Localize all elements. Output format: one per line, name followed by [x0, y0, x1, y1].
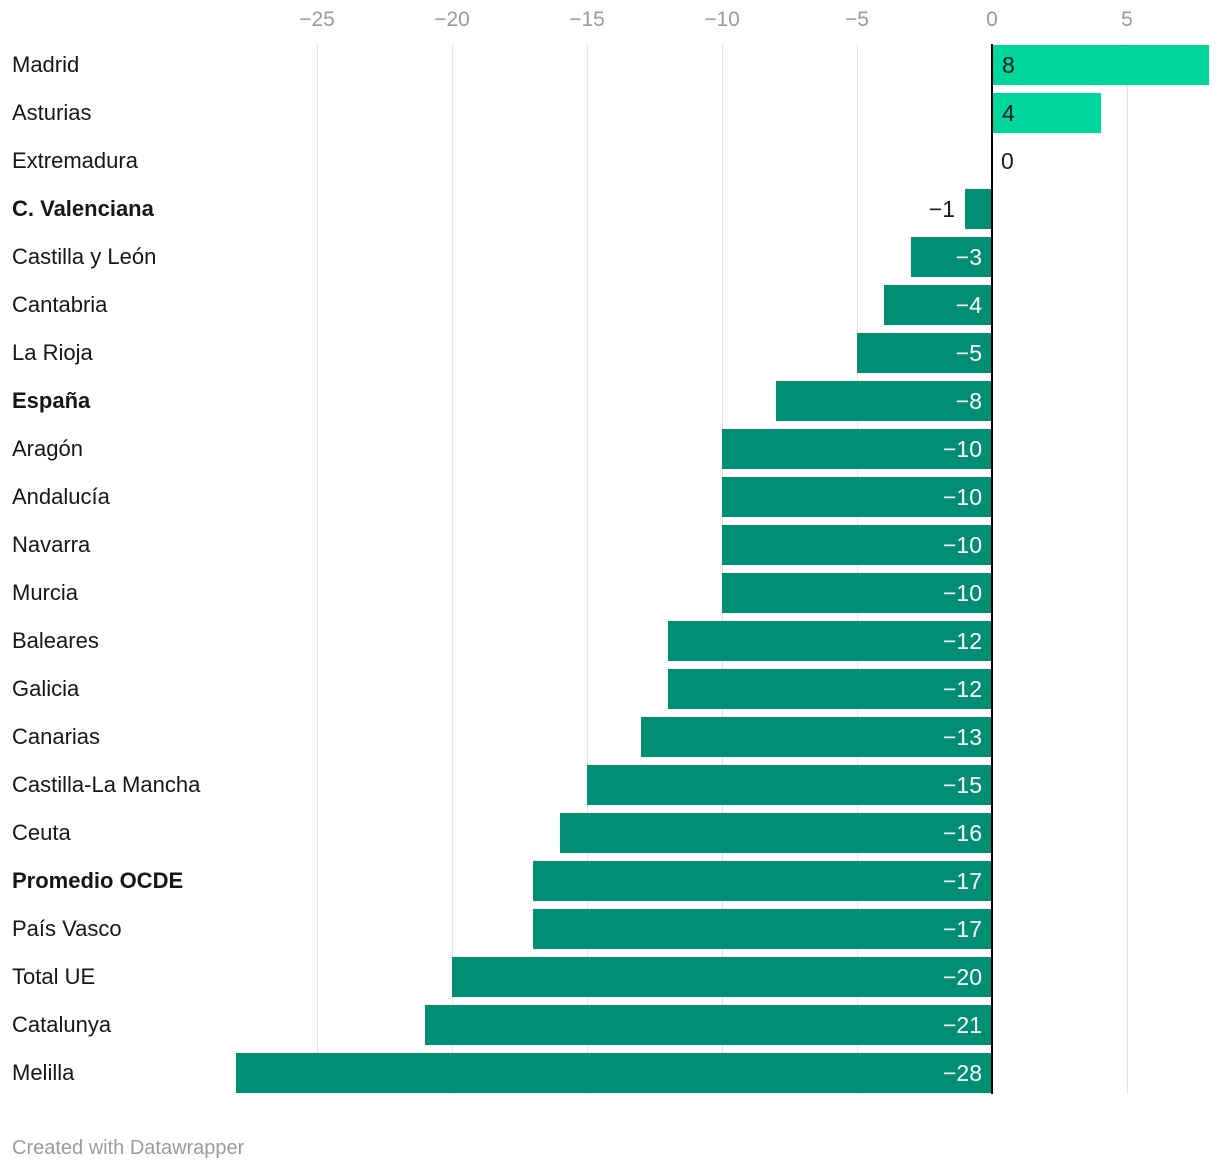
axis-tick-label: −25: [299, 8, 335, 31]
axis-tick-label: −5: [845, 8, 869, 31]
category-label: España: [12, 388, 91, 413]
category-label: Navarra: [12, 532, 91, 557]
category-label: Extremadura: [12, 148, 138, 173]
value-label: −21: [942, 1012, 982, 1038]
category-label: Murcia: [12, 580, 79, 605]
category-label: Galicia: [12, 676, 80, 701]
value-label: −12: [942, 628, 982, 654]
axis-tick-label: 5: [1121, 8, 1133, 31]
value-label: −17: [942, 916, 982, 942]
category-label: Asturias: [12, 100, 92, 125]
bar: [776, 381, 992, 421]
gridline: [587, 44, 588, 1094]
bar: [236, 1053, 992, 1093]
category-label: Andalucía: [12, 484, 110, 509]
bar: [587, 765, 992, 805]
zero-axis-line: [991, 44, 993, 1094]
gridline: [722, 44, 723, 1094]
category-label: Cantabria: [12, 292, 108, 317]
value-label: −4: [955, 292, 982, 318]
datawrapper-credit: Created with Datawrapper: [12, 1137, 245, 1159]
value-label: −17: [942, 868, 982, 894]
category-label: Madrid: [12, 52, 80, 77]
category-label: Total UE: [12, 964, 96, 989]
category-label: Catalunya: [12, 1012, 112, 1037]
category-label: Melilla: [12, 1060, 75, 1085]
value-label: −10: [942, 532, 982, 558]
category-label: Aragón: [12, 436, 83, 461]
category-label: País Vasco: [12, 916, 122, 941]
value-label: −10: [942, 484, 982, 510]
gridline: [452, 44, 453, 1094]
value-label: −12: [942, 676, 982, 702]
category-label: La Rioja: [12, 340, 93, 365]
value-label: −28: [942, 1060, 982, 1086]
value-label: −16: [942, 820, 982, 846]
value-label: −20: [942, 964, 982, 990]
value-label: −10: [942, 436, 982, 462]
bar: [911, 237, 992, 277]
value-label: −13: [942, 724, 982, 750]
axis-tick-label: −10: [704, 8, 740, 31]
bar: [884, 285, 992, 325]
category-label: C. Valenciana: [12, 196, 154, 221]
bar: [425, 1005, 992, 1045]
bar: [965, 189, 992, 229]
bar: [722, 573, 992, 613]
category-label: Promedio OCDE: [12, 868, 184, 893]
bar: [993, 93, 1101, 133]
bar: [533, 909, 992, 949]
bar: [668, 669, 992, 709]
bar: [560, 813, 992, 853]
bar: [722, 477, 992, 517]
bar: [452, 957, 992, 997]
bar: [857, 333, 992, 373]
category-label: Ceuta: [12, 820, 71, 845]
category-label: Castilla-La Mancha: [12, 772, 201, 797]
gridline: [1127, 44, 1128, 1094]
value-label: −8: [955, 388, 982, 414]
bar: [641, 717, 992, 757]
value-label: 4: [1002, 100, 1015, 126]
category-label: Castilla y León: [12, 244, 157, 269]
value-label: −5: [955, 340, 982, 366]
category-label: Canarias: [12, 724, 101, 749]
category-label: Baleares: [12, 628, 99, 653]
value-label: −3: [955, 244, 982, 270]
value-label: −1: [928, 196, 955, 222]
value-label: −15: [942, 772, 982, 798]
bar: [533, 861, 992, 901]
gridline: [857, 44, 858, 1094]
gridline: [317, 44, 318, 1094]
value-label: −10: [942, 580, 982, 606]
axis-tick-label: 0: [986, 8, 998, 31]
bar: [993, 45, 1209, 85]
bar: [722, 525, 992, 565]
bar: [668, 621, 992, 661]
value-label: 8: [1002, 52, 1015, 78]
axis-tick-label: −20: [434, 8, 470, 31]
value-label: 0: [1001, 148, 1014, 174]
bar: [722, 429, 992, 469]
axis-tick-label: −15: [569, 8, 605, 31]
